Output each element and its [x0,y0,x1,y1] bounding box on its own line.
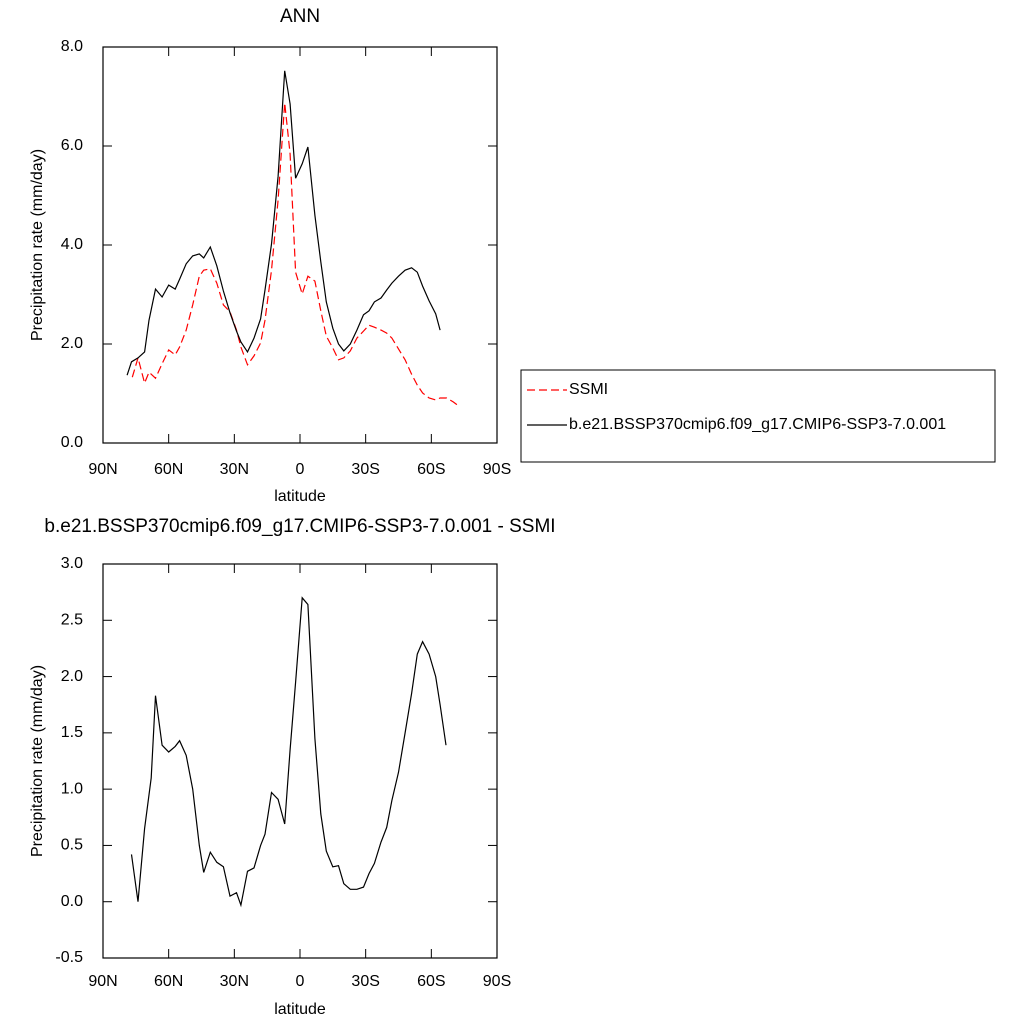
legend-label: SSMI [569,381,608,398]
y-tick-label: 6.0 [61,137,83,154]
x-tick-label: 90N [88,461,117,478]
y-tick-label: 0.0 [61,434,83,451]
x-axis-title: latitude [274,1001,326,1018]
y-tick-label: 8.0 [61,38,83,55]
x-tick-label: 30S [351,973,379,990]
y-axis-title: Precipitation rate (mm/day) [29,665,46,857]
y-tick-label: -0.5 [55,949,83,966]
chart-title: b.e21.BSSP370cmip6.f09_g17.CMIP6-SSP3-7.… [44,516,555,537]
x-tick-label: 0 [296,973,305,990]
x-tick-label: 60S [417,461,445,478]
y-axis-title: Precipitation rate (mm/day) [29,149,46,341]
x-tick-label: 60S [417,973,445,990]
y-tick-label: 1.5 [61,724,83,741]
x-tick-label: 90S [483,461,511,478]
data-line [131,102,460,407]
y-tick-label: 0.5 [61,837,83,854]
legend-label: b.e21.BSSP370cmip6.f09_g17.CMIP6-SSP3-7.… [569,416,946,433]
x-axis-title: latitude [274,488,326,505]
x-tick-label: 90S [483,973,511,990]
legend-box [520,369,996,463]
y-tick-label: 2.5 [61,612,83,629]
x-tick-label: 30N [220,461,249,478]
y-tick-label: 2.0 [61,335,83,352]
y-tick-label: 2.0 [61,668,83,685]
x-tick-label: 90N [88,973,117,990]
plot-frame [102,46,498,444]
data-line [130,596,447,908]
x-tick-label: 60N [154,461,183,478]
y-tick-label: 3.0 [61,555,83,572]
x-tick-label: 60N [154,973,183,990]
x-tick-label: 30S [351,461,379,478]
y-tick-label: 0.0 [61,893,83,910]
chart-title: ANN [280,6,320,27]
x-tick-label: 0 [296,461,305,478]
y-tick-label: 4.0 [61,236,83,253]
data-line [126,70,441,376]
y-tick-label: 1.0 [61,780,83,797]
x-tick-label: 30N [220,973,249,990]
